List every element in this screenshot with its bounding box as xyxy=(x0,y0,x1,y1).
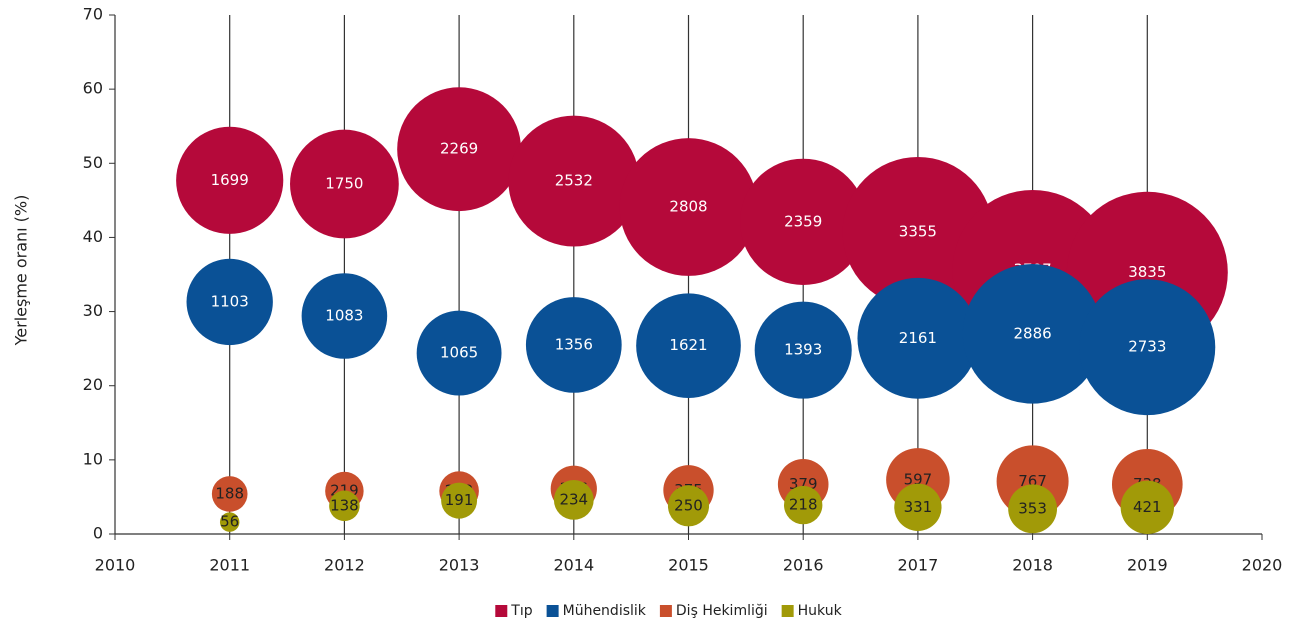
x-tick-label: 2018 xyxy=(1012,556,1053,575)
bubble xyxy=(301,273,388,359)
legend-swatch xyxy=(495,605,508,617)
x-tick-label: 2014 xyxy=(553,556,594,575)
data-label: 188 xyxy=(215,484,244,502)
y-tick-label: 0 xyxy=(93,524,103,543)
data-label: 56 xyxy=(220,513,239,531)
bubble xyxy=(553,480,594,520)
legend-swatch xyxy=(546,605,559,617)
bubble xyxy=(441,482,478,519)
data-label: 234 xyxy=(559,490,588,508)
y-tick-label: 50 xyxy=(83,153,103,172)
bubble xyxy=(636,293,741,399)
x-tick-label: 2010 xyxy=(95,556,136,575)
data-label: 2532 xyxy=(555,172,593,190)
x-tick-label: 2017 xyxy=(898,556,939,575)
data-label: 767 xyxy=(1018,472,1047,490)
data-label: 1393 xyxy=(784,341,822,359)
legend-label: Hukuk xyxy=(798,603,843,619)
x-tick-label: 2013 xyxy=(439,556,480,575)
data-label: 138 xyxy=(330,496,359,514)
y-tick-label: 40 xyxy=(83,227,103,246)
legend-label: Diş Hekimliği xyxy=(676,603,768,619)
bubble xyxy=(784,485,823,525)
bubble xyxy=(857,277,979,399)
y-axis-label: Yerleşme oranı (%) xyxy=(12,195,31,347)
bubble xyxy=(1120,480,1174,534)
y-tick-label: 60 xyxy=(83,79,103,98)
bubble xyxy=(667,485,710,527)
data-label: 250 xyxy=(674,496,703,514)
bubble xyxy=(329,490,360,522)
bubble xyxy=(219,512,240,532)
bubble xyxy=(176,126,284,234)
y-tick-label: 10 xyxy=(83,449,103,468)
legend-label: Mühendislik xyxy=(563,603,647,619)
x-tick-label: 2016 xyxy=(783,556,824,575)
data-label: 1065 xyxy=(440,344,478,362)
data-label: 1103 xyxy=(211,292,249,310)
data-label: 2161 xyxy=(899,329,937,347)
data-label: 421 xyxy=(1133,498,1162,516)
data-label: 1750 xyxy=(325,175,363,193)
y-tick-label: 30 xyxy=(83,301,103,320)
y-tick-label: 20 xyxy=(83,375,103,394)
legend-label: Tıp xyxy=(510,603,532,619)
data-label: 218 xyxy=(789,496,818,514)
x-tick-label: 2012 xyxy=(324,556,365,575)
x-tick-label: 2020 xyxy=(1242,556,1283,575)
y-tick-label: 70 xyxy=(83,5,103,24)
bubble xyxy=(525,297,622,393)
x-tick-label: 2015 xyxy=(668,556,709,575)
data-label: 1356 xyxy=(555,335,593,353)
legend: Tıp Mühendislik Diş Hekimliği Hukuk xyxy=(495,603,843,619)
bubble xyxy=(1008,484,1058,534)
bubble xyxy=(186,258,273,346)
data-label: 2886 xyxy=(1014,324,1052,342)
x-tick-label: 2011 xyxy=(209,556,250,575)
data-label: 331 xyxy=(904,498,933,516)
bubble xyxy=(754,301,852,399)
bubble xyxy=(962,263,1103,404)
data-label: 1083 xyxy=(325,307,363,325)
data-label: 597 xyxy=(904,470,933,488)
data-label: 1621 xyxy=(669,336,707,354)
bubble xyxy=(740,158,867,285)
data-label: 2733 xyxy=(1128,338,1166,356)
bubble xyxy=(1079,279,1216,416)
x-tick-label: 2019 xyxy=(1127,556,1168,575)
bubble xyxy=(397,87,522,212)
bubble xyxy=(894,483,942,531)
data-label: 3835 xyxy=(1128,263,1166,281)
bubble xyxy=(416,310,502,396)
bubble xyxy=(211,476,248,512)
data-label: 2359 xyxy=(784,212,822,230)
legend-swatch xyxy=(781,605,794,617)
bubble xyxy=(290,129,399,239)
data-label: 3355 xyxy=(899,223,937,241)
data-label: 191 xyxy=(445,491,474,509)
bubble xyxy=(619,138,758,276)
bubble xyxy=(508,115,640,247)
data-label: 2269 xyxy=(440,140,478,158)
data-label: 353 xyxy=(1018,499,1047,517)
data-label: 2808 xyxy=(669,198,707,216)
legend-swatch xyxy=(659,605,672,617)
data-label: 1699 xyxy=(211,171,249,189)
